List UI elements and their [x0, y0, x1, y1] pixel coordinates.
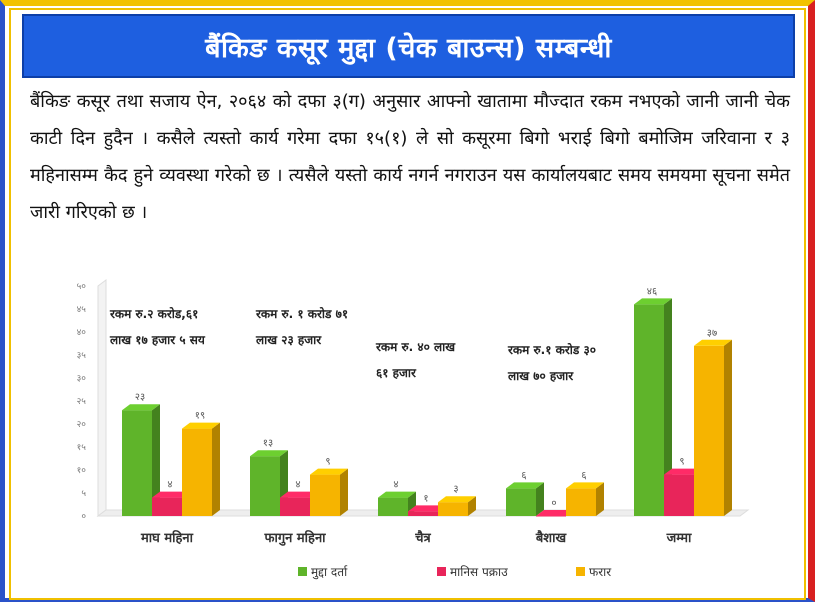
data-label: १	[423, 493, 428, 504]
bar-side-2-3	[596, 482, 604, 516]
data-label: ४	[295, 480, 300, 491]
slide-inner-border	[9, 8, 806, 600]
annotation-text: रकम रु.२ करोड,६१	[109, 307, 198, 321]
bar-0-3	[506, 488, 536, 516]
x-tick-label: माघ महिना	[140, 530, 194, 546]
bar-top-2-1	[310, 468, 348, 475]
bar-side-2-0	[212, 422, 220, 516]
bar-0-4	[634, 304, 664, 516]
y-tick-label: ४५	[77, 305, 87, 315]
bar-chart: ० ५ १० १५ २० २५ ३० ३५ ४० ४५ ५० २३ ४ १९ माघ महिना १३ ४ ९ फा…	[58, 278, 788, 596]
bar-side-2-4	[724, 339, 732, 516]
y-tick-label: ५	[81, 489, 86, 499]
y-tick-label: २५	[77, 397, 87, 407]
bar-2-3	[566, 488, 596, 516]
bar-top-2-0	[182, 422, 220, 429]
bar-top-2-3	[566, 482, 604, 489]
bar-2-4	[694, 345, 724, 516]
bar-1-1	[280, 497, 310, 516]
bar-1-2	[408, 511, 438, 516]
bar-0-1	[250, 456, 280, 516]
annotation-text: लाख २३ हजार	[255, 333, 322, 347]
data-label: ४६	[647, 286, 657, 297]
bar-top-0-2	[378, 491, 416, 498]
bar-top-2-2	[438, 496, 476, 503]
annotation-text: रकम रु. १ करोड ७१	[255, 307, 348, 321]
legend-label: फरार	[589, 565, 612, 579]
bar-1-0	[152, 497, 182, 516]
data-label: २३	[135, 392, 145, 403]
x-tick-label: बैशाख	[535, 530, 568, 546]
data-label: ३७	[707, 328, 717, 339]
chart-side-wall	[97, 279, 107, 517]
bar-side-2-1	[340, 468, 348, 516]
legend-swatch	[298, 567, 307, 576]
data-label: ४	[393, 480, 398, 491]
description-paragraph: बैंकिङ कसूर तथा सजाय ऐन, २०६४ को दफा ३(ग…	[30, 91, 790, 223]
legend-swatch	[576, 567, 585, 576]
annotation-text: रकम रु.१ करोड ३०	[507, 343, 596, 357]
legend-label: मानिस पक्राउ	[450, 565, 508, 579]
y-tick-label: ४०	[77, 328, 87, 338]
legend-swatch	[437, 567, 446, 576]
bar-top-1-3	[536, 510, 574, 516]
bar-top-0-0	[122, 404, 160, 411]
bar-side-2-2	[468, 496, 476, 516]
legend-label: मुद्दा दर्ता	[311, 565, 348, 580]
bar-1-3	[536, 516, 566, 517]
bar-2-2	[438, 502, 468, 516]
bar-side-0-3	[536, 482, 544, 516]
annotation-text: रकम रु. ४० लाख	[375, 340, 456, 354]
x-tick-label: फागुन महिना	[263, 530, 326, 546]
x-tick-label: चैत्र	[414, 530, 431, 546]
bar-2-1	[310, 474, 340, 516]
annotation-text: लाख १७ हजार ५ सय	[109, 333, 206, 347]
x-tick-label: जम्मा	[666, 531, 692, 546]
data-label: ६	[581, 470, 586, 481]
bar-top-0-4	[634, 298, 672, 305]
data-label: १३	[263, 438, 273, 449]
y-tick-label: ३०	[77, 374, 87, 384]
bar-top-1-2	[408, 505, 446, 512]
annotation-text: लाख ७० हजार	[507, 369, 574, 383]
y-tick-label: ५०	[77, 282, 87, 292]
bar-top-1-1	[280, 491, 318, 498]
y-tick-label: १५	[77, 443, 87, 453]
data-label: ६	[521, 470, 526, 481]
y-tick-label: २०	[77, 420, 87, 430]
annotation-text: ६१ हजार	[376, 366, 417, 380]
bar-top-2-4	[694, 339, 732, 346]
data-label: ९	[325, 457, 330, 468]
bar-top-0-1	[250, 450, 288, 457]
bar-1-4	[664, 474, 694, 516]
bar-top-1-4	[664, 468, 702, 475]
bar-0-0	[122, 410, 152, 516]
data-label: ०	[551, 498, 556, 509]
y-tick-label: १०	[77, 466, 87, 476]
bar-side-0-0	[152, 404, 160, 516]
bar-top-0-3	[506, 482, 544, 489]
bar-0-2	[378, 497, 408, 516]
bar-side-0-4	[664, 298, 672, 516]
data-label: ३	[453, 484, 458, 495]
y-tick-label: ०	[81, 512, 86, 522]
bar-top-1-0	[152, 491, 190, 498]
y-tick-label: ३५	[77, 351, 87, 361]
data-label: ४	[167, 480, 172, 491]
slide-title: बैंकिङ कसूर मुद्दा (चेक बाउन्स) सम्बन्धी	[205, 32, 612, 64]
data-label: ९	[679, 457, 684, 468]
title-banner: बैंकिङ कसूर मुद्दा (चेक बाउन्स) सम्बन्धी	[22, 14, 795, 78]
bar-2-0	[182, 428, 212, 516]
data-label: १९	[195, 411, 205, 422]
